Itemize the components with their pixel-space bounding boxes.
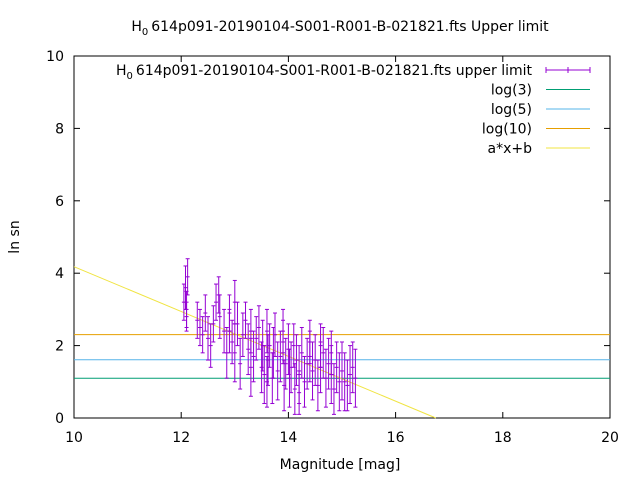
axis-ticks: 10 12 14 16 18 20 0 2 4 6 8 10	[46, 49, 619, 446]
y-tick-label: 6	[55, 194, 64, 210]
y-tick-label: 8	[55, 121, 64, 137]
legend-label: a*x+b	[488, 141, 533, 157]
legend-label: log(3)	[491, 83, 532, 99]
data-point	[307, 330, 312, 383]
data-point	[281, 308, 286, 354]
chart-title: H0 614p091-20190104-S001-R001-B-021821.ft…	[131, 19, 549, 38]
data-point	[251, 330, 256, 383]
y-tick-label: 10	[46, 49, 64, 65]
data-point	[348, 345, 353, 405]
data-point	[203, 294, 208, 332]
legend-label: log(5)	[491, 102, 532, 118]
x-tick-label: 16	[387, 430, 405, 446]
data-point	[278, 330, 283, 383]
data-point	[345, 359, 350, 412]
y-tick-label: 4	[55, 266, 64, 282]
data-point	[246, 323, 251, 376]
data-point	[185, 258, 190, 296]
x-axis-label: Magnitude [mag]	[280, 457, 401, 473]
data-point	[240, 312, 245, 357]
data-point	[291, 323, 296, 368]
x-tick-label: 10	[65, 430, 83, 446]
data-point	[211, 305, 216, 343]
data-point	[310, 341, 315, 401]
y-axis-label: ln sn	[7, 220, 23, 253]
legend-label: H0 614p091-20190104-S001-R001-B-021821.ft…	[116, 63, 532, 82]
data-point	[340, 341, 344, 401]
data-point	[353, 348, 358, 408]
data-point	[292, 363, 297, 415]
y-tick-label: 2	[55, 339, 64, 355]
data-point	[248, 337, 253, 397]
data-point	[197, 308, 202, 347]
data-point	[302, 355, 307, 408]
data-point	[214, 283, 219, 321]
x-tick-label: 14	[279, 430, 297, 446]
data-point	[275, 341, 280, 401]
data-point	[273, 312, 277, 357]
data-point	[264, 308, 269, 354]
legend-label: log(10)	[482, 122, 532, 138]
data-points	[181, 258, 358, 415]
data-point	[283, 337, 288, 390]
data-point	[243, 301, 248, 339]
data-point	[326, 337, 331, 390]
data-point	[200, 316, 205, 354]
data-point	[217, 294, 222, 339]
data-point	[331, 363, 336, 415]
data-point	[297, 370, 302, 415]
data-point	[337, 352, 342, 412]
data-point	[350, 341, 355, 394]
data-point	[299, 327, 304, 379]
legend-entry: H0 614p091-20190104-S001-R001-B-021821.ft…	[116, 63, 591, 82]
legend-entry: log(5)	[491, 102, 590, 118]
x-tick-label: 18	[494, 430, 512, 446]
data-point	[195, 301, 200, 339]
data-point	[184, 301, 189, 332]
data-point	[262, 345, 267, 405]
data-point	[267, 323, 272, 368]
data-point	[334, 341, 339, 394]
data-point	[294, 334, 299, 386]
data-point	[323, 348, 328, 408]
data-point	[208, 323, 213, 368]
data-point	[315, 359, 320, 412]
legend: H0 614p091-20190104-S001-R001-B-021821.ft…	[116, 63, 591, 157]
data-point	[321, 327, 326, 379]
legend-entry: a*x+b	[488, 141, 590, 157]
data-point	[206, 316, 210, 361]
fit-line	[73, 266, 436, 419]
data-point	[254, 316, 259, 361]
data-point	[222, 308, 227, 354]
x-tick-label: 12	[172, 430, 190, 446]
data-point	[230, 319, 235, 365]
legend-entry: log(10)	[482, 122, 590, 138]
data-point	[256, 305, 261, 350]
data-point	[232, 323, 237, 383]
data-point	[318, 323, 323, 368]
data-point	[227, 308, 232, 354]
data-point	[329, 330, 334, 376]
y-tick-label: 0	[55, 411, 64, 427]
plot-frame	[73, 55, 611, 419]
data-point	[238, 337, 243, 390]
data-point	[224, 327, 229, 379]
data-point	[305, 337, 310, 390]
legend-entry: log(3)	[491, 83, 590, 99]
data-point	[342, 352, 347, 412]
x-tick-label: 20	[601, 430, 619, 446]
data-point	[264, 355, 269, 408]
